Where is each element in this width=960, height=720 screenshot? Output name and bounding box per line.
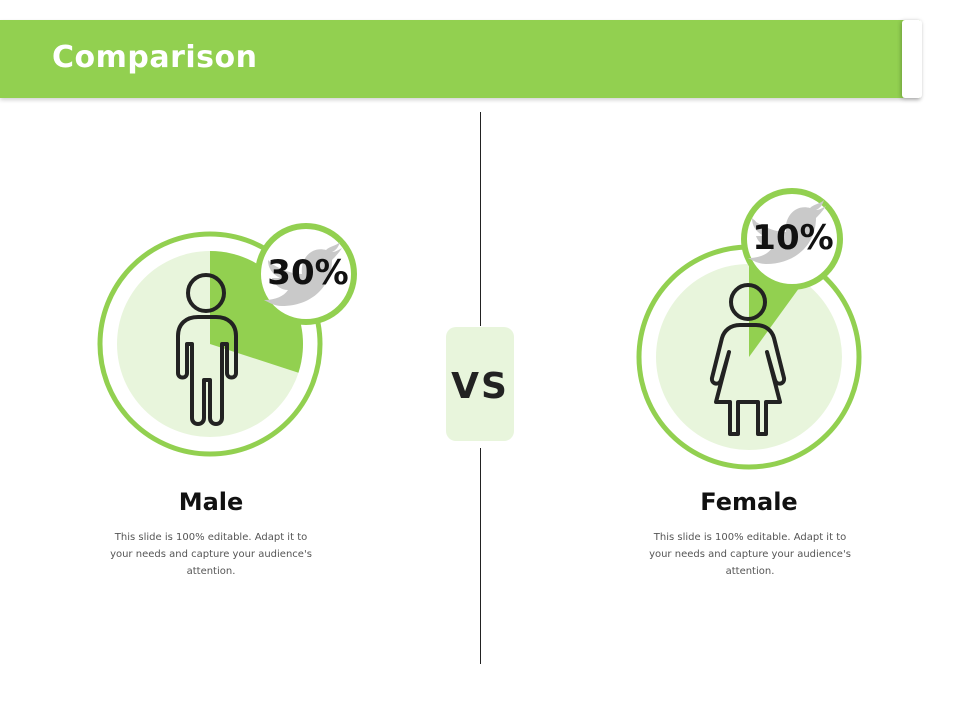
male-description: This slide is 100% editable. Adapt it to…	[110, 532, 312, 577]
female-person-icon	[709, 283, 787, 436]
center-divider-bottom	[480, 448, 481, 664]
vs-label: VS	[451, 366, 509, 407]
male-pie-slice	[210, 251, 304, 373]
center-divider-top	[480, 112, 481, 326]
female-label: Female	[700, 488, 798, 516]
header-banner	[0, 20, 920, 98]
male-person-icon	[176, 273, 238, 426]
page-title: Comparison	[52, 40, 258, 75]
male-panel	[97, 223, 357, 457]
female-percent-label: 10%	[752, 218, 834, 258]
vs-badge	[446, 327, 514, 441]
female-description: This slide is 100% editable. Adapt it to…	[649, 532, 851, 577]
male-label: Male	[178, 488, 244, 516]
twitter-bird-icon	[748, 200, 826, 264]
female-panel	[636, 188, 862, 470]
male-percent-label: 30%	[267, 253, 349, 293]
header-tab	[902, 20, 922, 98]
twitter-bird-icon	[264, 242, 342, 306]
